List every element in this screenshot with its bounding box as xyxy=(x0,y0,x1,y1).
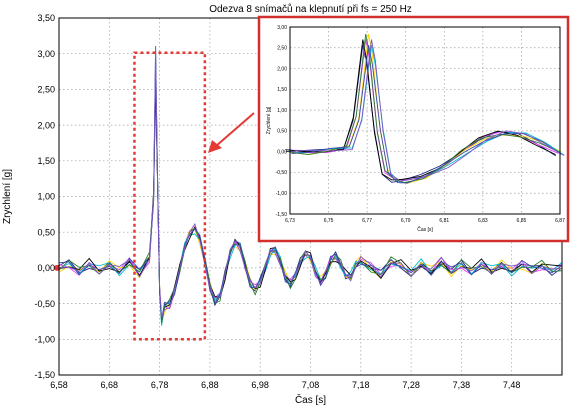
plot-area-border xyxy=(289,26,561,215)
x-tick-label: 6,58 xyxy=(50,380,68,390)
y-tick-label: 0,00 xyxy=(277,149,287,155)
y-tick-label: 0,50 xyxy=(37,227,55,237)
chart-title: Odezva 8 snímačů na klepnutí při fs = 25… xyxy=(209,3,412,15)
x-tick-label: 7,28 xyxy=(402,380,420,390)
inset-x-tick-labels: 6,73 6,75 6,77 6,79 6,81 6,83 6,85 6,87 xyxy=(285,218,565,224)
x-tick-label: 6,68 xyxy=(101,380,119,390)
callout-arrow xyxy=(215,112,255,147)
y-tick-label: -1,50 xyxy=(34,370,55,380)
y-axis-label: Zrychlení [g] xyxy=(2,169,13,224)
x-tick-label: 6,77 xyxy=(362,218,372,224)
y-tick-label: 1,50 xyxy=(277,87,287,93)
y-tick-label: 3,00 xyxy=(277,25,287,31)
inset-series xyxy=(285,33,565,184)
y-tick-label: -1,00 xyxy=(276,191,288,197)
callout-arrowhead xyxy=(208,140,222,153)
x-tick-label: 6,79 xyxy=(401,218,411,224)
inset-series-line xyxy=(285,39,556,181)
x-tick-label: 7,38 xyxy=(453,380,471,390)
y-tick-label: 3,50 xyxy=(37,13,55,23)
highlight-region xyxy=(133,51,207,341)
y-tick-label: 3,00 xyxy=(37,49,55,59)
y-tick-label: 1,00 xyxy=(277,108,287,114)
x-tick-label: 6,83 xyxy=(478,218,488,224)
x-tick-label: 6,75 xyxy=(324,218,334,224)
x-tick-label: 6,81 xyxy=(439,218,449,224)
inset-zoom-panel: -1,50 -1,00 -0,50 0,00 0,50 1,00 1,50 2,00 2,50 3… xyxy=(257,15,570,243)
x-tick-label: 6,85 xyxy=(517,218,527,224)
main-series xyxy=(54,46,563,326)
x-tick-label: 7,08 xyxy=(302,380,320,390)
inset-y-axis-label: Zrychlení [g] xyxy=(266,106,272,134)
y-tick-label: 2,00 xyxy=(37,120,55,130)
inset-x-axis-label: Čas [s] xyxy=(417,226,433,233)
x-tick-label: 7,18 xyxy=(352,380,370,390)
series-line xyxy=(58,46,563,318)
inset-frame xyxy=(289,26,561,215)
inset-background xyxy=(257,15,570,243)
y-tick-label: -0,50 xyxy=(34,299,55,309)
inset-series-line xyxy=(291,45,562,184)
y-tick-label: 2,50 xyxy=(277,46,287,52)
y-tick-label: 0,50 xyxy=(277,129,287,135)
x-tick-label: 7,48 xyxy=(503,380,521,390)
x-tick-label: 6,98 xyxy=(251,380,269,390)
y-tick-label: 1,50 xyxy=(37,156,55,166)
inset-y-tick-labels: -1,50 -1,00 -0,50 0,00 0,50 1,00 1,50 2,00 2,50 3… xyxy=(276,25,288,218)
x-axis-label: Čas [s] xyxy=(295,393,326,406)
inset-series-line xyxy=(294,39,565,182)
y-tick-label: -0,50 xyxy=(276,170,288,176)
x-tick-label: 6,78 xyxy=(151,380,169,390)
x-tick-label: 6,73 xyxy=(285,218,295,224)
y-tick-label: 0,00 xyxy=(37,263,55,273)
y-tick-label: -1,50 xyxy=(276,212,288,218)
y-tick-label: -1,00 xyxy=(34,334,55,344)
y-tick-label: 2,50 xyxy=(37,85,55,95)
main-y-tick-labels: -1,50 -1,00 -0,50 0,00 0,50 1,00 1,50 2,00 2,50 3… xyxy=(34,13,55,380)
x-tick-label: 6,88 xyxy=(201,380,219,390)
y-tick-label: 1,00 xyxy=(37,192,55,202)
x-tick-label: 6,87 xyxy=(555,218,565,224)
y-tick-label: 2,00 xyxy=(277,66,287,72)
main-x-tick-labels: 6,58 6,68 6,78 6,88 6,98 7,08 7,18 7,28 7,38 7,48 xyxy=(50,380,520,390)
